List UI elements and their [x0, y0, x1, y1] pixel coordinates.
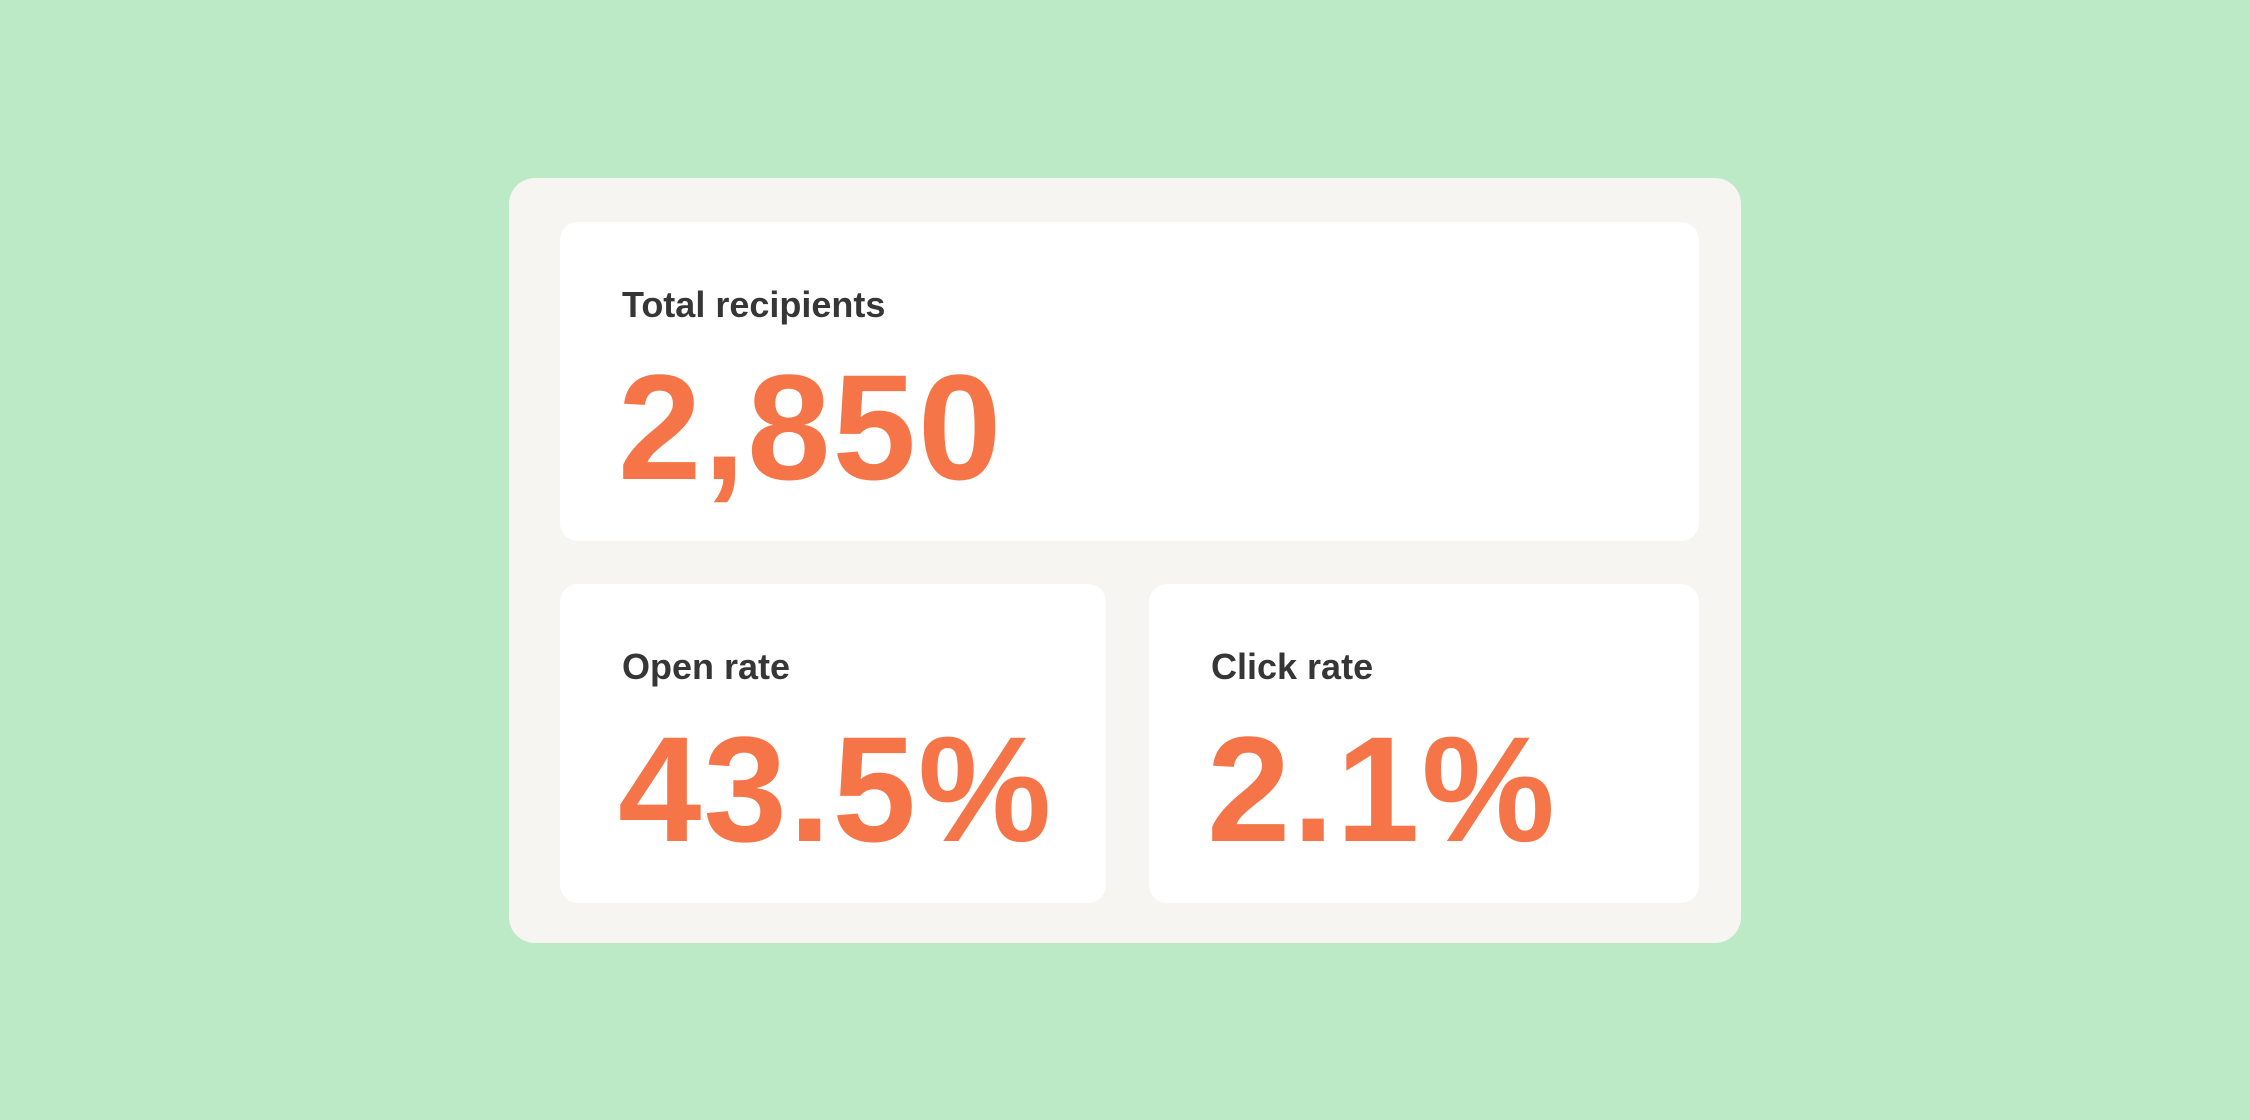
stat-card: Click rate 2.1%: [1149, 584, 1699, 903]
stat-card: Total recipients 2,850: [560, 222, 1699, 541]
stat-value: 43.5%: [618, 705, 1054, 873]
stat-card: Open rate 43.5%: [560, 584, 1106, 903]
stats-panel: Total recipients 2,850 Open rate 43.5% C…: [509, 178, 1741, 943]
stat-value: 2,850: [618, 343, 1004, 511]
stat-value: 2.1%: [1207, 705, 1557, 873]
stat-label: Click rate: [1211, 646, 1374, 687]
stat-label: Total recipients: [622, 284, 886, 325]
stat-label: Open rate: [622, 646, 791, 687]
